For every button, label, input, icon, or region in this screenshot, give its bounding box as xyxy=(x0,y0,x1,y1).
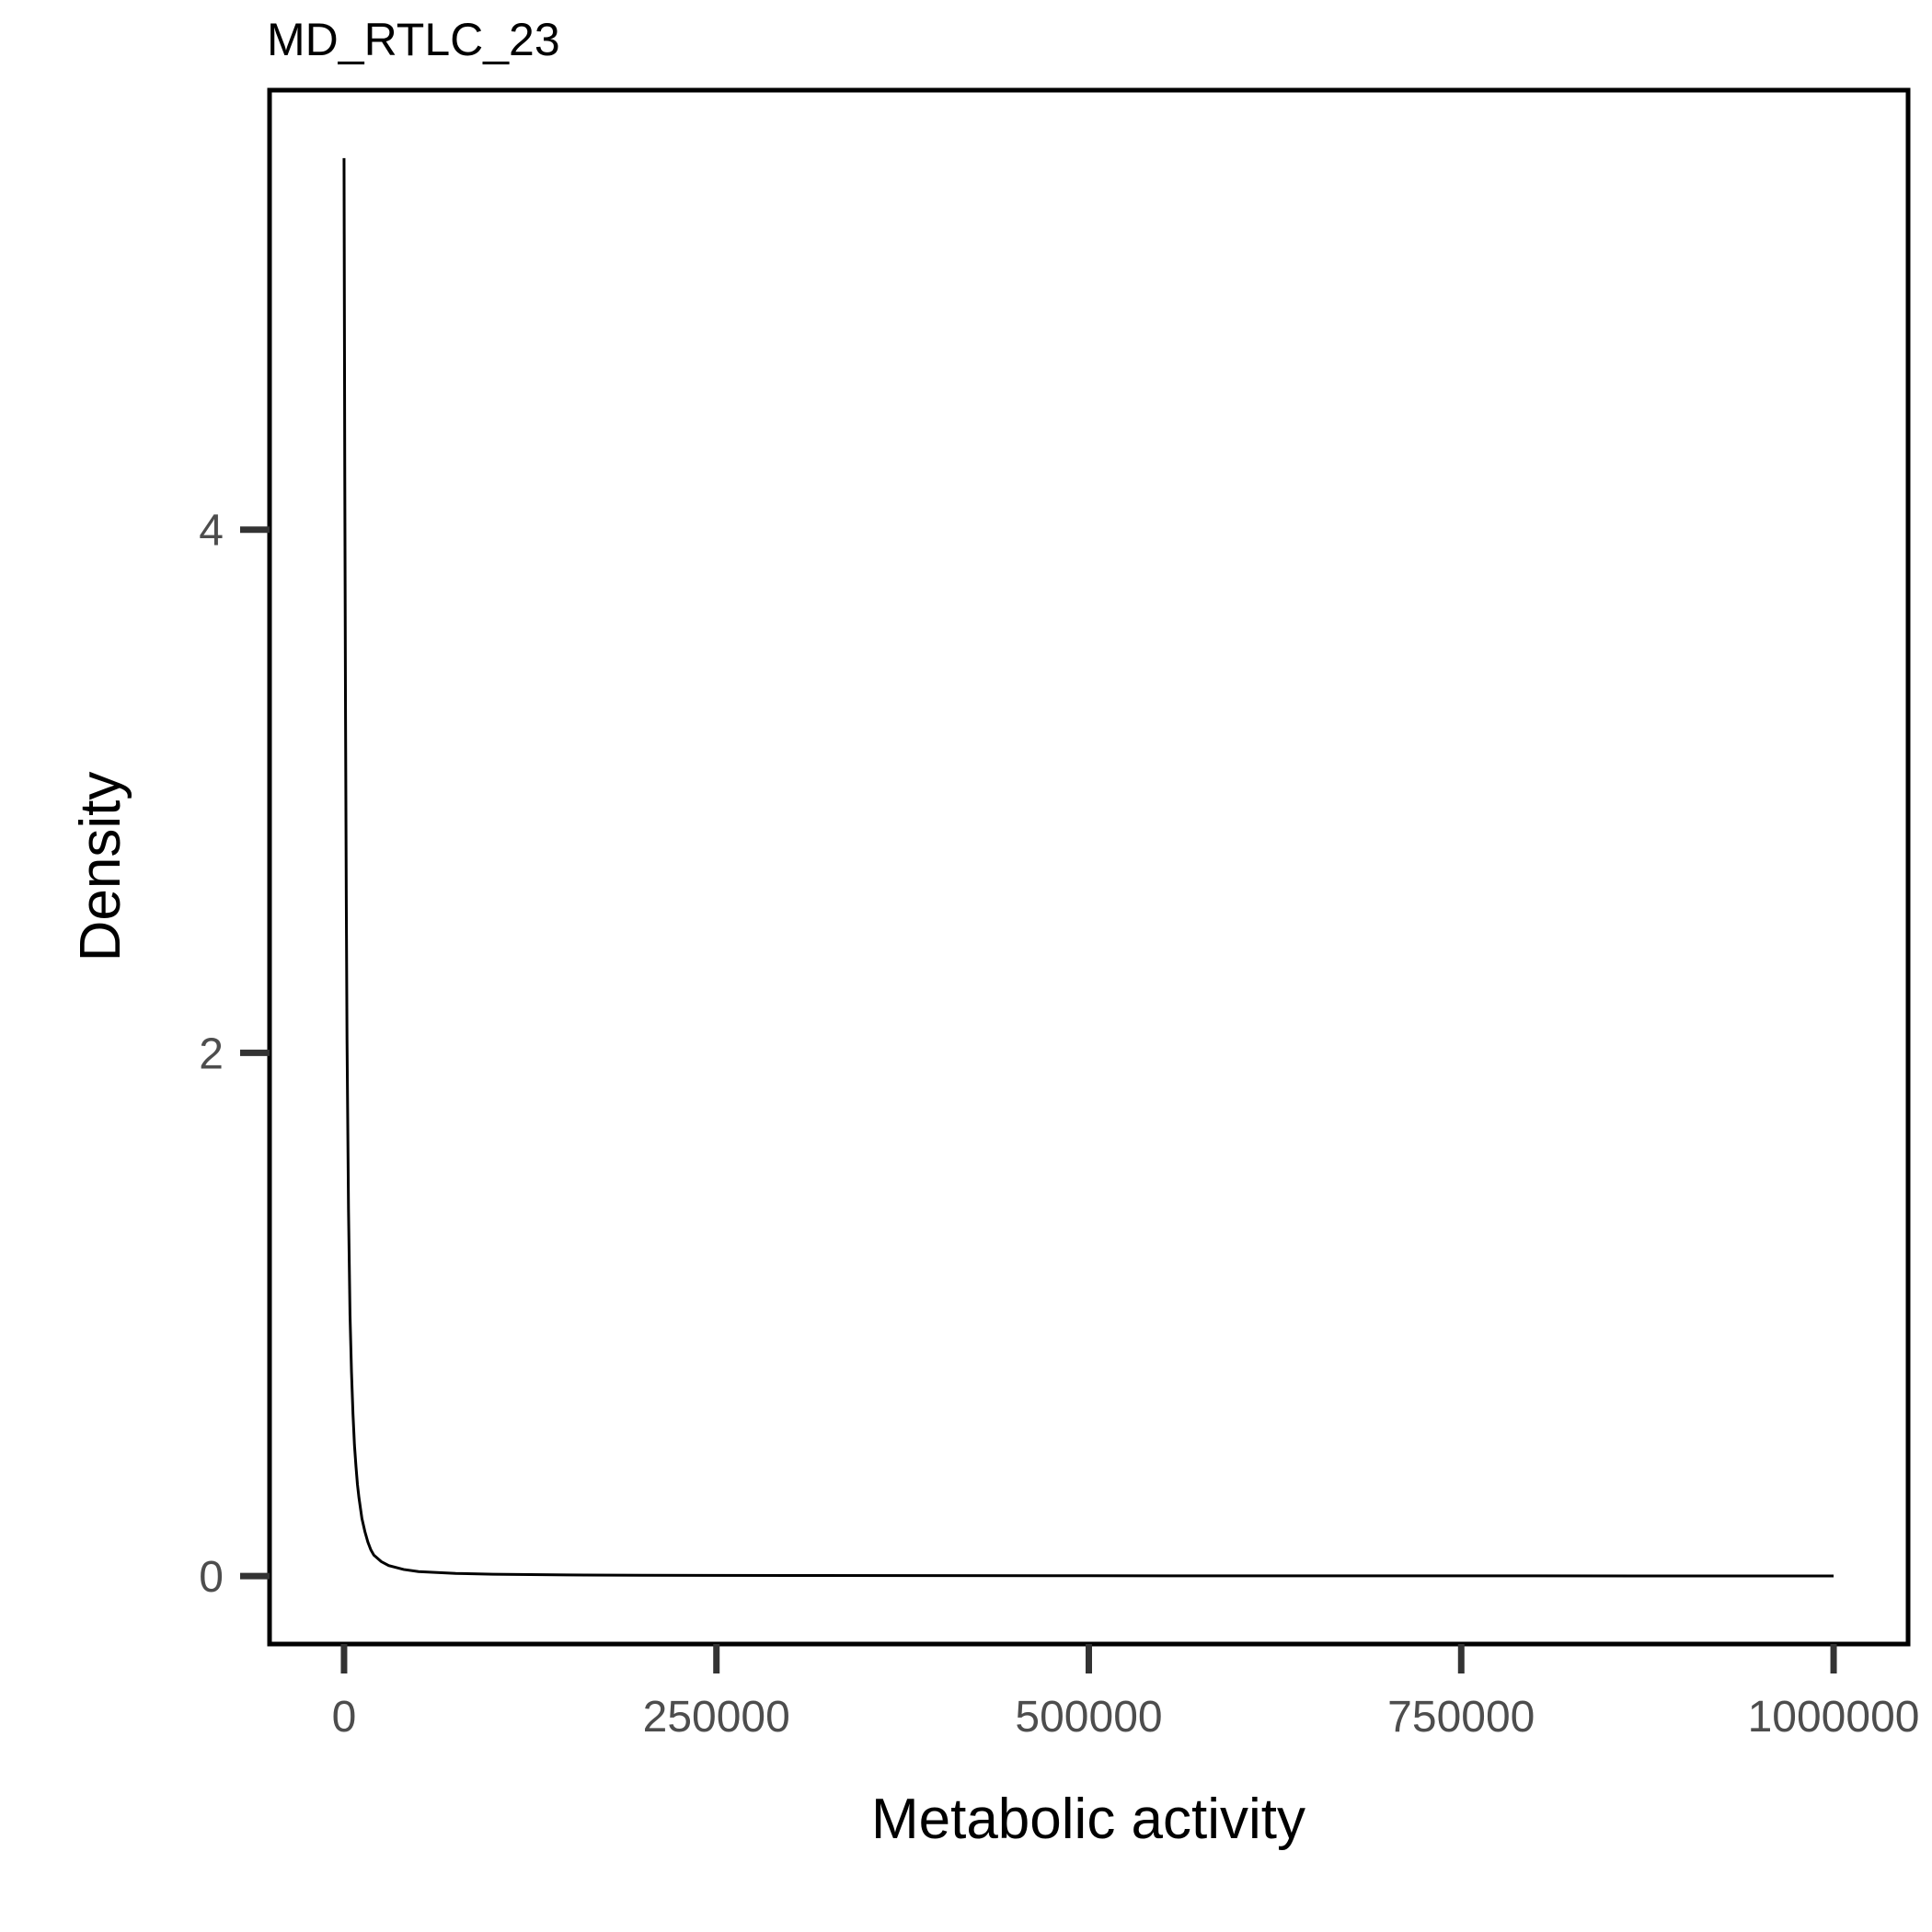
x-tick-label: 500000 xyxy=(1015,1693,1162,1742)
density-line xyxy=(342,157,1834,1578)
x-tick-label: 750000 xyxy=(1387,1693,1535,1742)
chart-title: MD_RTLC_23 xyxy=(267,14,560,65)
y-axis-label: Density xyxy=(69,772,132,962)
x-tick-label: 250000 xyxy=(643,1693,790,1742)
x-axis-label: Metabolic activity xyxy=(871,1788,1305,1851)
x-tick-label: 1000000 xyxy=(1748,1693,1920,1742)
y-tick-label: 4 xyxy=(199,507,224,556)
y-tick-label: 0 xyxy=(199,1553,224,1602)
x-tick-label: 0 xyxy=(332,1693,357,1742)
x-axis-ticks: 0 250000 500000 750000 1000000 xyxy=(332,1644,1920,1742)
y-axis-ticks: 0 2 4 xyxy=(199,507,270,1602)
plot-panel xyxy=(267,87,1911,1647)
y-tick-label: 2 xyxy=(199,1029,224,1078)
